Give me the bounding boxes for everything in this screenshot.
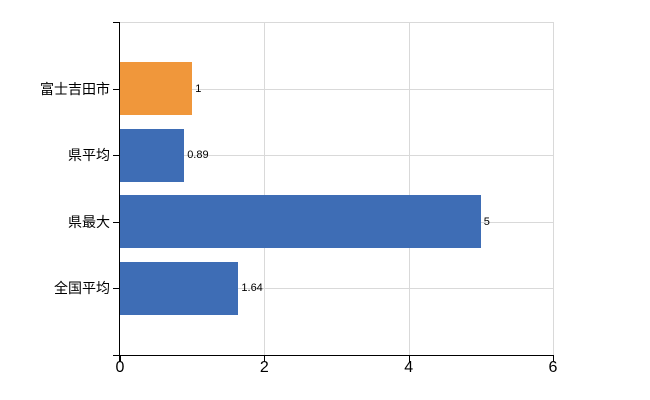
x-tick-label: 0	[115, 359, 125, 376]
x-tick	[553, 355, 554, 362]
bar-value-label: 5	[483, 215, 490, 228]
v-gridline	[408, 22, 410, 355]
x-tick-label: 4	[404, 359, 414, 376]
h-gridline	[120, 155, 553, 157]
x-tick	[120, 355, 121, 362]
y-tick	[113, 288, 120, 290]
bar	[120, 195, 481, 249]
bar	[120, 261, 239, 315]
y-tick	[113, 88, 120, 90]
bar	[120, 128, 185, 182]
category-label: 全国平均	[54, 280, 110, 297]
bar-value-label: 1	[195, 82, 202, 95]
y-tick	[113, 221, 120, 223]
v-gridline	[264, 22, 266, 355]
plot-top-border	[120, 22, 553, 23]
x-tick-label: 2	[259, 359, 269, 376]
h-gridline	[120, 88, 553, 90]
v-gridline	[553, 22, 554, 355]
x-axis-line	[113, 355, 553, 356]
x-tick	[264, 355, 266, 362]
x-tick-label: 6	[548, 359, 558, 376]
category-label: 県最大	[68, 213, 110, 230]
y-tick	[113, 155, 120, 157]
bar	[120, 62, 193, 116]
y-axis-top-tick	[113, 22, 120, 23]
bar-value-label: 1.64	[241, 282, 263, 295]
x-tick	[408, 355, 410, 362]
bar-value-label: 0.89	[187, 149, 209, 162]
y-axis-line	[119, 22, 120, 362]
category-label: 県平均	[68, 147, 110, 164]
h-gridline	[120, 288, 553, 290]
category-label: 富士吉田市	[40, 80, 110, 97]
